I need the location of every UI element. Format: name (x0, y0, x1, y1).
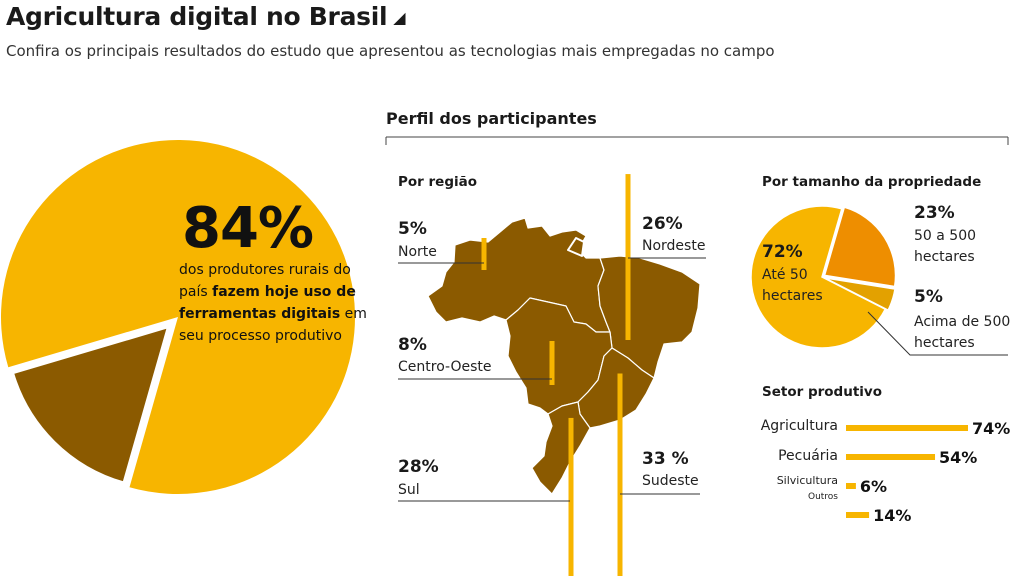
size-acima-500-value: 5% (914, 287, 943, 307)
region-bar-norte (481, 238, 487, 270)
region-bar-centro-oeste (549, 341, 555, 385)
region-title: Por região (398, 174, 478, 190)
sector-value-outros: 14% (873, 506, 911, 525)
sector-agricultura-label: Agricultura (760, 418, 838, 434)
region-bars (481, 174, 631, 576)
sector-bar-pecuaria (846, 454, 936, 460)
region-sudeste-value: 33 % (642, 449, 689, 469)
region-centro-oeste-label: Centro-Oeste (398, 359, 492, 375)
size-leader-lines (867, 311, 1008, 356)
leader-acima-500 (867, 311, 1008, 356)
region-centro-oeste-value: 8% (398, 335, 427, 355)
page-title-text: Agricultura digital no Brasil (6, 2, 388, 31)
region-sul-value: 28% (398, 457, 439, 477)
map-region-nordeste (597, 255, 701, 379)
size-title: Por tamanho da propriedade (762, 174, 982, 190)
big-pie-slice-usam-ferramentas-digitais (1, 140, 356, 495)
region-bar-sul (568, 417, 574, 576)
region-nordeste-label: Nordeste (642, 238, 706, 254)
headline-text: dos produtores rurais do país fazem hoje… (179, 259, 369, 347)
region-sul-label: Sul (398, 482, 420, 498)
big-pie-slice-slice-1 (11, 325, 170, 485)
region-leader-lines (398, 257, 706, 502)
headline-text-1: dos produtores rurais do país (179, 262, 351, 300)
region-bar-nordeste (625, 174, 631, 340)
sector-pecuaria-label: Pecuária (778, 448, 838, 464)
page-title: Agricultura digital no Brasil ◢ (6, 2, 406, 31)
sector-value-silvicultura: 6% (860, 477, 887, 496)
headline-text-2: em seu processo produtivo (179, 306, 367, 344)
region-bar-sudeste (617, 373, 623, 576)
size-50-500-value: 23% (914, 203, 955, 223)
brazil-map (427, 217, 701, 495)
size-ate-50-label: Até 50 hectares (762, 267, 823, 304)
region-norte-label: Norte (398, 244, 437, 260)
size-pie-slice-ate-50-hectares (750, 205, 887, 349)
sector-bar-outros (846, 512, 870, 518)
sector-bar-silvicultura (846, 483, 856, 489)
triangle-corner-icon: ◢ (393, 8, 406, 27)
size-acima-500-label: Acima de 500 hectares (914, 314, 1011, 351)
sector-bars: 74% 54% 6% 14% (846, 419, 1010, 525)
size-50-500-label: 50 a 500 hectares (914, 228, 977, 265)
size-pie-chart (750, 205, 897, 349)
profile-title: Perfil dos participantes (386, 109, 597, 128)
sector-silvicultura-label: Silvicultura (776, 474, 838, 487)
region-nordeste-value: 26% (642, 214, 683, 234)
map-region-amapa (567, 237, 585, 257)
sector-title: Setor produtivo (762, 384, 882, 400)
size-pie-slice-50-a-500-hectares (823, 206, 897, 288)
size-pie-slice-acima-de-500-hectares (824, 277, 896, 312)
headline-percent: 84% (182, 196, 314, 261)
sector-value-pecuaria: 54% (939, 448, 977, 467)
sector-bar-agricultura (846, 425, 968, 431)
sector-outros-label: Outros (807, 492, 838, 502)
headline-text-bold: fazem hoje uso de ferramentas digitais (179, 284, 356, 322)
map-region-sul (531, 401, 591, 495)
region-sudeste-label: Sudeste (642, 473, 699, 489)
size-ate-50-value: 72% (762, 242, 803, 262)
sector-value-agricultura: 74% (972, 419, 1010, 438)
page-subtitle: Confira os principais resultados do estu… (6, 42, 775, 60)
region-norte-value: 5% (398, 219, 427, 239)
